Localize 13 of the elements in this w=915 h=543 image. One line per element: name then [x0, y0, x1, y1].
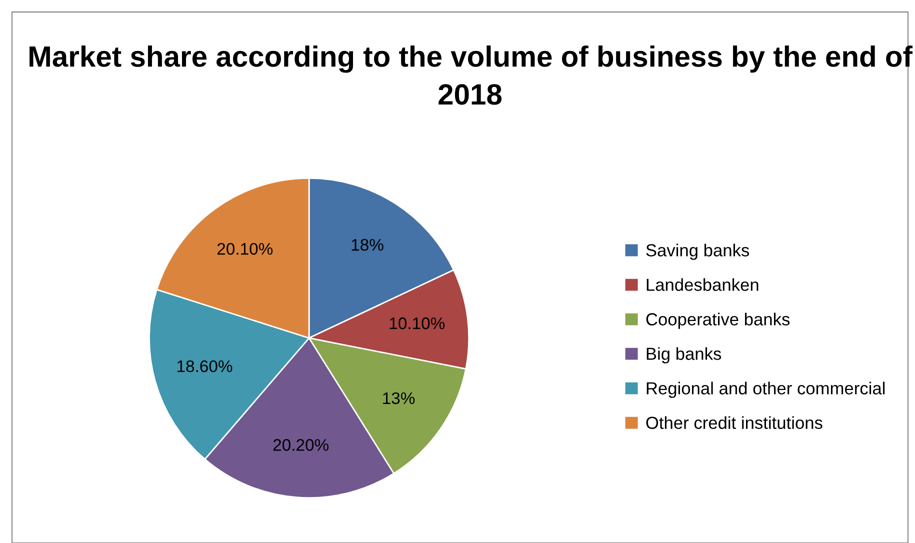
legend-label: Saving banks	[646, 244, 750, 260]
chart-title: Market share according to the volume of business by the end of 2018	[30, 45, 913, 105]
legend-label: Regional and other commercial	[646, 382, 885, 398]
data-label: 13%	[383, 392, 415, 404]
data-label: 20.10%	[217, 242, 273, 255]
data-label: 18%	[352, 238, 384, 251]
legend-label: Landesbanken	[646, 278, 758, 291]
data-label: 18.60%	[178, 360, 232, 372]
legend-label: Cooperative banks	[646, 312, 790, 329]
data-label: 20.20%	[273, 439, 329, 451]
legend-label: Big banks	[646, 347, 722, 364]
legend-label: Other credit institutions	[646, 416, 822, 429]
data-label: 10.10%	[390, 317, 445, 330]
